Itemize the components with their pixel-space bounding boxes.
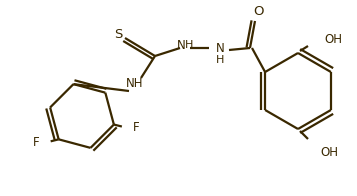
Text: H: H xyxy=(185,40,193,50)
Text: N: N xyxy=(177,38,185,52)
Text: OH: OH xyxy=(320,145,338,159)
Text: F: F xyxy=(33,136,40,149)
Text: O: O xyxy=(253,5,263,17)
Text: NH: NH xyxy=(126,76,144,90)
Text: H: H xyxy=(216,55,224,65)
Text: N: N xyxy=(216,42,225,54)
Text: OH: OH xyxy=(324,33,342,45)
Text: S: S xyxy=(114,27,122,41)
Text: F: F xyxy=(133,121,140,134)
